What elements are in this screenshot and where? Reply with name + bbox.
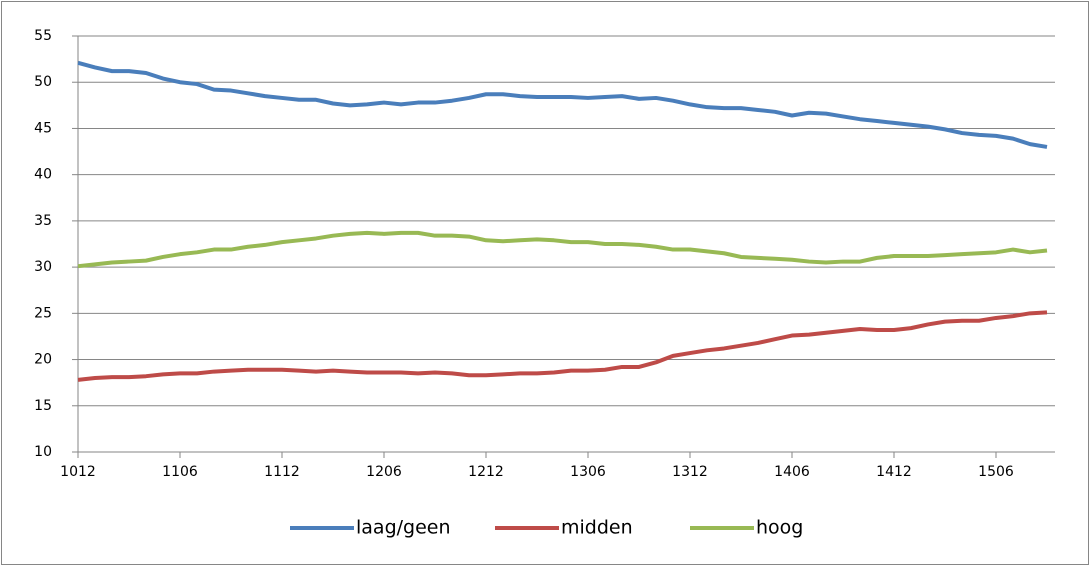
y-tick-label: 40 <box>34 167 52 183</box>
x-tick-label: 1312 <box>672 464 708 480</box>
x-tick-label: 1506 <box>978 464 1014 480</box>
y-tick-label: 30 <box>34 259 52 275</box>
y-tick-label: 35 <box>34 213 52 229</box>
series-line <box>77 60 1048 149</box>
series-line <box>77 230 1048 269</box>
series-line <box>77 310 1048 382</box>
legend-label: hoog <box>756 517 803 539</box>
legend-label: laag/geen <box>356 517 451 539</box>
x-tick-label: 1112 <box>264 464 300 480</box>
y-tick-label: 50 <box>34 74 52 90</box>
x-tick-label: 1106 <box>162 464 198 480</box>
x-tick-label: 1206 <box>366 464 402 480</box>
x-tick-label: 1406 <box>774 464 810 480</box>
y-tick-label: 55 <box>34 28 52 44</box>
x-tick-label: 1012 <box>60 464 96 480</box>
y-tick-label: 20 <box>34 352 52 368</box>
x-tick-label: 1306 <box>570 464 606 480</box>
y-tick-label: 15 <box>34 398 52 414</box>
legend-label: midden <box>561 517 633 539</box>
x-tick-label: 1212 <box>468 464 504 480</box>
y-tick-label: 45 <box>34 120 52 136</box>
x-tick-label: 1412 <box>876 464 912 480</box>
y-tick-label: 25 <box>34 305 52 321</box>
y-tick-label: 10 <box>34 444 52 460</box>
